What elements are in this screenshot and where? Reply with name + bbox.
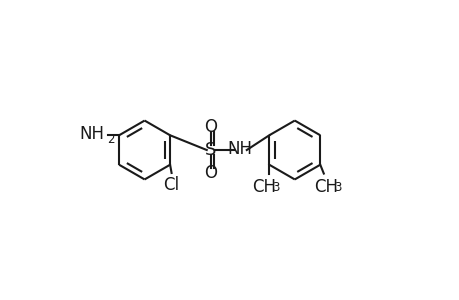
Text: CH: CH	[252, 178, 276, 196]
Text: O: O	[204, 164, 217, 182]
Text: NH: NH	[227, 140, 252, 158]
Text: NH: NH	[79, 125, 104, 143]
Text: Cl: Cl	[163, 176, 179, 194]
Text: O: O	[204, 118, 217, 136]
Text: 2: 2	[106, 133, 114, 146]
Text: CH: CH	[313, 178, 337, 196]
Text: 3: 3	[334, 181, 341, 194]
Text: S: S	[205, 141, 216, 159]
Text: 3: 3	[272, 181, 279, 194]
